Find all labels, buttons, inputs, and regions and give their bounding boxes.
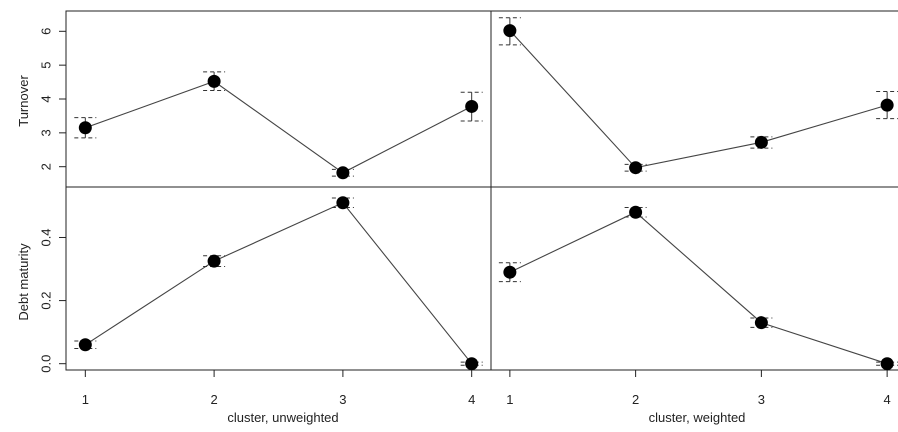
ylabel-debt-maturity: Debt maturity	[16, 243, 31, 321]
xlabel-unweighted: cluster, unweighted	[227, 410, 338, 425]
xtick-label: 1	[82, 392, 89, 407]
data-point	[207, 254, 221, 268]
data-point	[78, 338, 92, 352]
series-line	[85, 80, 472, 174]
ytick-label: 5	[39, 62, 54, 69]
data-point	[465, 357, 479, 371]
ylabel-turnover: Turnover	[16, 75, 31, 127]
data-point	[207, 74, 221, 88]
ytick-label: 2	[39, 163, 54, 170]
data-point	[880, 357, 894, 371]
data-point	[503, 24, 517, 38]
data-point	[629, 205, 643, 219]
xtick-label: 4	[468, 392, 475, 407]
panel-bottom-left: 0.0 0.2 0.4 1 2 3 4	[39, 186, 492, 407]
ytick-label: 4	[39, 95, 54, 102]
data-point	[336, 196, 350, 210]
ytick-label: 3	[39, 129, 54, 136]
series-line	[509, 211, 888, 365]
ytick-label: 0.0	[39, 355, 54, 373]
data-point	[880, 98, 894, 112]
data-point	[754, 316, 768, 330]
data-point	[503, 265, 517, 279]
ytick-label: 0.2	[39, 292, 54, 310]
data-point	[336, 166, 350, 180]
xtick-label: 3	[339, 392, 346, 407]
xtick-label: 1	[506, 392, 513, 407]
data-point	[629, 161, 643, 175]
xtick-label: 4	[884, 392, 891, 407]
panel-frame	[490, 186, 898, 371]
data-point	[78, 121, 92, 135]
ytick-label: 6	[39, 28, 54, 35]
panel-bottom-right: 1 2 3 4	[490, 186, 898, 407]
data-point	[465, 99, 479, 113]
ytick-label: 0.4	[39, 228, 54, 246]
series-line	[509, 30, 888, 169]
panel-top-right	[490, 10, 898, 188]
series-line	[85, 202, 473, 365]
xtick-label: 2	[632, 392, 639, 407]
panels-layer: 2 3 4 5 6 0.0 0.2 0.4 1 2 3 4 1 2 3 4	[39, 10, 898, 407]
xtick-label: 3	[758, 392, 765, 407]
xtick-label: 2	[210, 392, 217, 407]
xlabel-weighted: cluster, weighted	[649, 410, 746, 425]
data-point	[754, 135, 768, 149]
